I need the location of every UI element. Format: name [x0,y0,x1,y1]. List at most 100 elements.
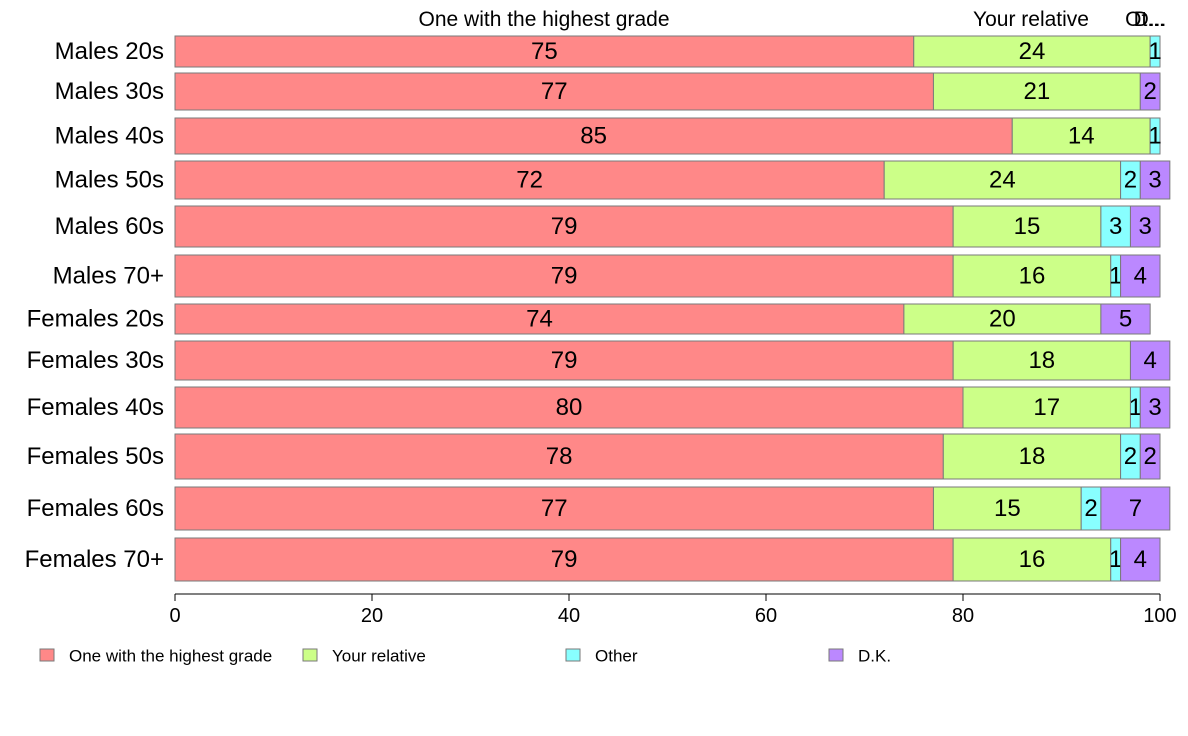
category-label: Females 50s [27,443,164,470]
bar-segment [1120,537,1161,582]
bar-segment [952,205,1102,248]
category-label: Males 20s [55,38,164,65]
series-top-label: One with the highest grade [419,8,670,31]
data-label: 72 [516,167,543,194]
category-labels: Males 20s Males 30s Males 40s Males 50s Male… [25,38,164,573]
data-label: 77 [541,78,568,105]
data-label: 2 [1143,443,1156,470]
bar-segment [174,117,1013,155]
bar-segment [962,386,1131,429]
data-label: 1 [1109,263,1122,290]
category-label: Males 50s [55,167,164,194]
bar-segment [174,486,934,531]
bar-segment [174,160,885,200]
bar-segment [1100,303,1151,335]
bar-segment [1100,486,1171,531]
data-label: 4 [1134,546,1147,573]
data-label: 4 [1143,347,1156,374]
data-label: 2 [1143,78,1156,105]
data-label: 17 [1033,394,1060,421]
category-label: Males 30s [55,78,164,105]
bar-segment [174,205,954,248]
bar-segment [1129,340,1171,381]
legend-swatch [828,648,844,662]
data-label: 3 [1148,167,1161,194]
category-label: Males 60s [55,213,164,240]
bar-segment [1129,205,1161,248]
x-tick-label: 60 [755,605,777,627]
series-top-label: Ot... [1125,8,1165,31]
data-label: 15 [1014,213,1041,240]
bar-segment [1011,117,1151,155]
x-tick-label: 80 [952,605,974,627]
category-label: Females 30s [27,347,164,374]
bar-segment [1139,72,1161,111]
data-label: 14 [1068,123,1095,150]
data-label: 2 [1084,495,1097,522]
bar-segment [1149,35,1161,68]
data-label: 1 [1109,546,1122,573]
bar-segment [1149,117,1161,155]
data-label: 16 [1019,263,1046,290]
legend-label: Your relative [332,647,426,666]
bar-segment [1120,254,1161,298]
x-tick-label: 100 [1143,605,1176,627]
data-label: 20 [989,306,1016,333]
bar-segment [932,72,1141,111]
x-tick-label: 20 [361,605,383,627]
data-label: 2 [1124,443,1137,470]
bar-segment [1139,433,1161,480]
category-label: Females 60s [27,495,164,522]
legend-label: D.K. [858,647,891,666]
data-label: 79 [551,213,578,240]
data-label: 75 [531,38,558,65]
data-label: 1 [1129,394,1142,421]
series-top-label: D... [1134,8,1167,31]
data-label: 77 [541,495,568,522]
bar-segment [1139,160,1171,200]
plot-area: 75 24 177 21 285 14 172 24 2 379 15 3 379 16 1 474 20 579… [174,35,1171,582]
data-label: 3 [1109,213,1122,240]
legend-swatch [565,648,581,662]
series-top-labels: One with the highest grade Your relative O… [419,8,1167,31]
bar-segment [174,303,905,335]
bar-segment [174,537,954,582]
bar-segment [174,254,954,298]
data-label: 21 [1024,78,1051,105]
bar-segment [913,35,1151,68]
data-label: 5 [1119,306,1132,333]
legend: One with the highest grade Your relative O… [39,647,891,666]
data-label: 3 [1148,394,1161,421]
data-label: 3 [1139,213,1152,240]
bar-segment [952,254,1112,298]
category-label: Females 20s [27,306,164,333]
data-label: 2 [1124,167,1137,194]
data-label: 78 [546,443,573,470]
bar-segment [174,386,964,429]
category-label: Males 40s [55,123,164,150]
data-label: 24 [989,167,1016,194]
bar-segment [174,340,954,381]
bar-segment [903,303,1102,335]
bar-segment [174,433,944,480]
category-label: Females 40s [27,394,164,421]
data-label: 18 [1028,347,1055,374]
data-label: 79 [551,263,578,290]
x-tick-label: 0 [169,605,180,627]
data-label: 74 [526,306,553,333]
data-label: 85 [580,123,607,150]
data-label: 15 [994,495,1021,522]
data-label: 4 [1134,263,1147,290]
bar-segment [1139,386,1171,429]
data-label: 24 [1019,38,1046,65]
legend-swatch [302,648,318,662]
data-label: 1 [1148,123,1161,150]
legend-label: Other [595,647,638,666]
x-axis: 0 20 40 60 80 100 [169,593,1177,627]
legend-swatch [39,648,55,662]
bar-segment [1100,205,1131,248]
data-label: 79 [551,347,578,374]
data-label: 18 [1019,443,1046,470]
bar-segment [883,160,1122,200]
